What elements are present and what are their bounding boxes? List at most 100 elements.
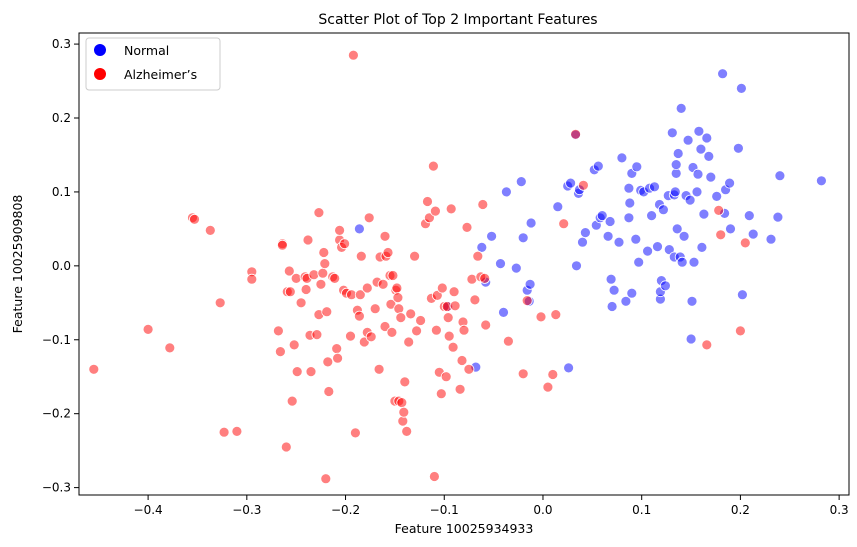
x-tick-label: −0.2 — [331, 503, 360, 517]
data-point — [715, 229, 727, 241]
data-point — [701, 132, 713, 144]
data-point — [735, 325, 746, 337]
data-point — [320, 473, 332, 485]
data-point — [332, 352, 344, 364]
data-point — [711, 190, 723, 202]
data-point — [305, 366, 317, 378]
data-point — [606, 301, 618, 312]
data-point — [463, 363, 475, 375]
data-point — [669, 186, 681, 198]
data-point — [318, 247, 330, 258]
data-point — [658, 204, 669, 216]
data-point — [515, 176, 527, 188]
data-point — [392, 292, 404, 304]
data-point — [354, 289, 366, 301]
data-point — [652, 241, 663, 253]
data-point — [691, 186, 703, 198]
data-point — [442, 312, 454, 324]
series-alzheimers — [88, 49, 751, 485]
x-tick-label: −0.1 — [430, 503, 459, 517]
data-point — [398, 406, 410, 418]
ticks-layer: −0.4 −0.3 −0.2 −0.1 0.0 0.1 0.2 0.3 −0.3 −0.2 −0.1… — [42, 37, 849, 517]
data-point — [558, 218, 570, 230]
data-point — [189, 213, 200, 225]
data-point — [369, 303, 381, 315]
data-point — [430, 324, 442, 336]
x-tick-label: −0.4 — [134, 503, 163, 517]
data-point — [397, 415, 409, 427]
data-point — [329, 272, 341, 284]
data-point — [517, 232, 529, 244]
data-point — [353, 223, 365, 235]
data-point — [624, 197, 636, 209]
data-point — [315, 278, 327, 290]
data-point — [510, 262, 522, 274]
data-point — [295, 297, 307, 309]
data-point — [698, 208, 710, 220]
x-tick-label: 0.3 — [830, 503, 849, 517]
data-point — [361, 282, 373, 294]
data-point — [495, 258, 506, 270]
data-point — [682, 134, 694, 146]
data-point — [393, 303, 405, 315]
data-point — [737, 289, 748, 301]
data-point — [524, 278, 536, 290]
data-point — [274, 346, 286, 358]
data-point — [302, 234, 314, 246]
data-point — [623, 212, 635, 224]
data-point — [500, 186, 512, 198]
points-layer — [88, 49, 827, 485]
data-point — [334, 224, 346, 236]
data-point — [663, 244, 675, 256]
data-point — [142, 323, 154, 335]
data-point — [396, 397, 408, 409]
data-point — [649, 181, 660, 193]
data-point — [290, 272, 302, 284]
data-point — [387, 270, 399, 281]
data-point — [571, 260, 582, 272]
data-point — [291, 366, 303, 378]
data-point — [476, 241, 488, 253]
data-point — [525, 217, 537, 229]
chart-title: Scatter Plot of Top 2 Important Features — [318, 12, 597, 28]
y-axis-label: Feature 10025909808 — [10, 195, 25, 334]
data-point — [353, 310, 365, 322]
data-point — [365, 331, 377, 343]
data-point — [355, 250, 367, 262]
data-point — [382, 247, 394, 258]
data-point — [391, 282, 403, 294]
data-point — [626, 287, 638, 299]
data-point — [386, 326, 398, 338]
data-point — [672, 148, 684, 159]
data-point — [705, 171, 717, 183]
legend-label-normal: Normal — [124, 43, 169, 58]
data-point — [323, 386, 335, 397]
data-point — [577, 236, 588, 248]
data-point — [401, 425, 413, 437]
y-tick-label: 0.1 — [52, 185, 71, 199]
data-point — [339, 238, 351, 250]
data-point — [288, 339, 300, 351]
data-point — [602, 230, 614, 242]
data-point — [550, 309, 562, 321]
data-point — [448, 286, 460, 298]
data-point — [701, 339, 713, 351]
x-tick-label: 0.2 — [731, 503, 750, 517]
data-point — [449, 300, 461, 312]
data-point — [642, 245, 653, 257]
data-point — [246, 273, 258, 285]
data-point — [377, 278, 389, 290]
data-point — [379, 321, 391, 332]
data-point — [321, 306, 333, 318]
data-point — [373, 363, 385, 375]
data-point — [440, 371, 452, 383]
data-point — [349, 427, 361, 439]
data-point — [616, 152, 628, 164]
data-point — [399, 376, 411, 388]
data-point — [276, 239, 288, 251]
data-point — [660, 280, 671, 292]
x-tick-label: −0.3 — [232, 503, 261, 517]
data-point — [461, 221, 473, 233]
x-tick-label: 0.0 — [533, 503, 552, 517]
